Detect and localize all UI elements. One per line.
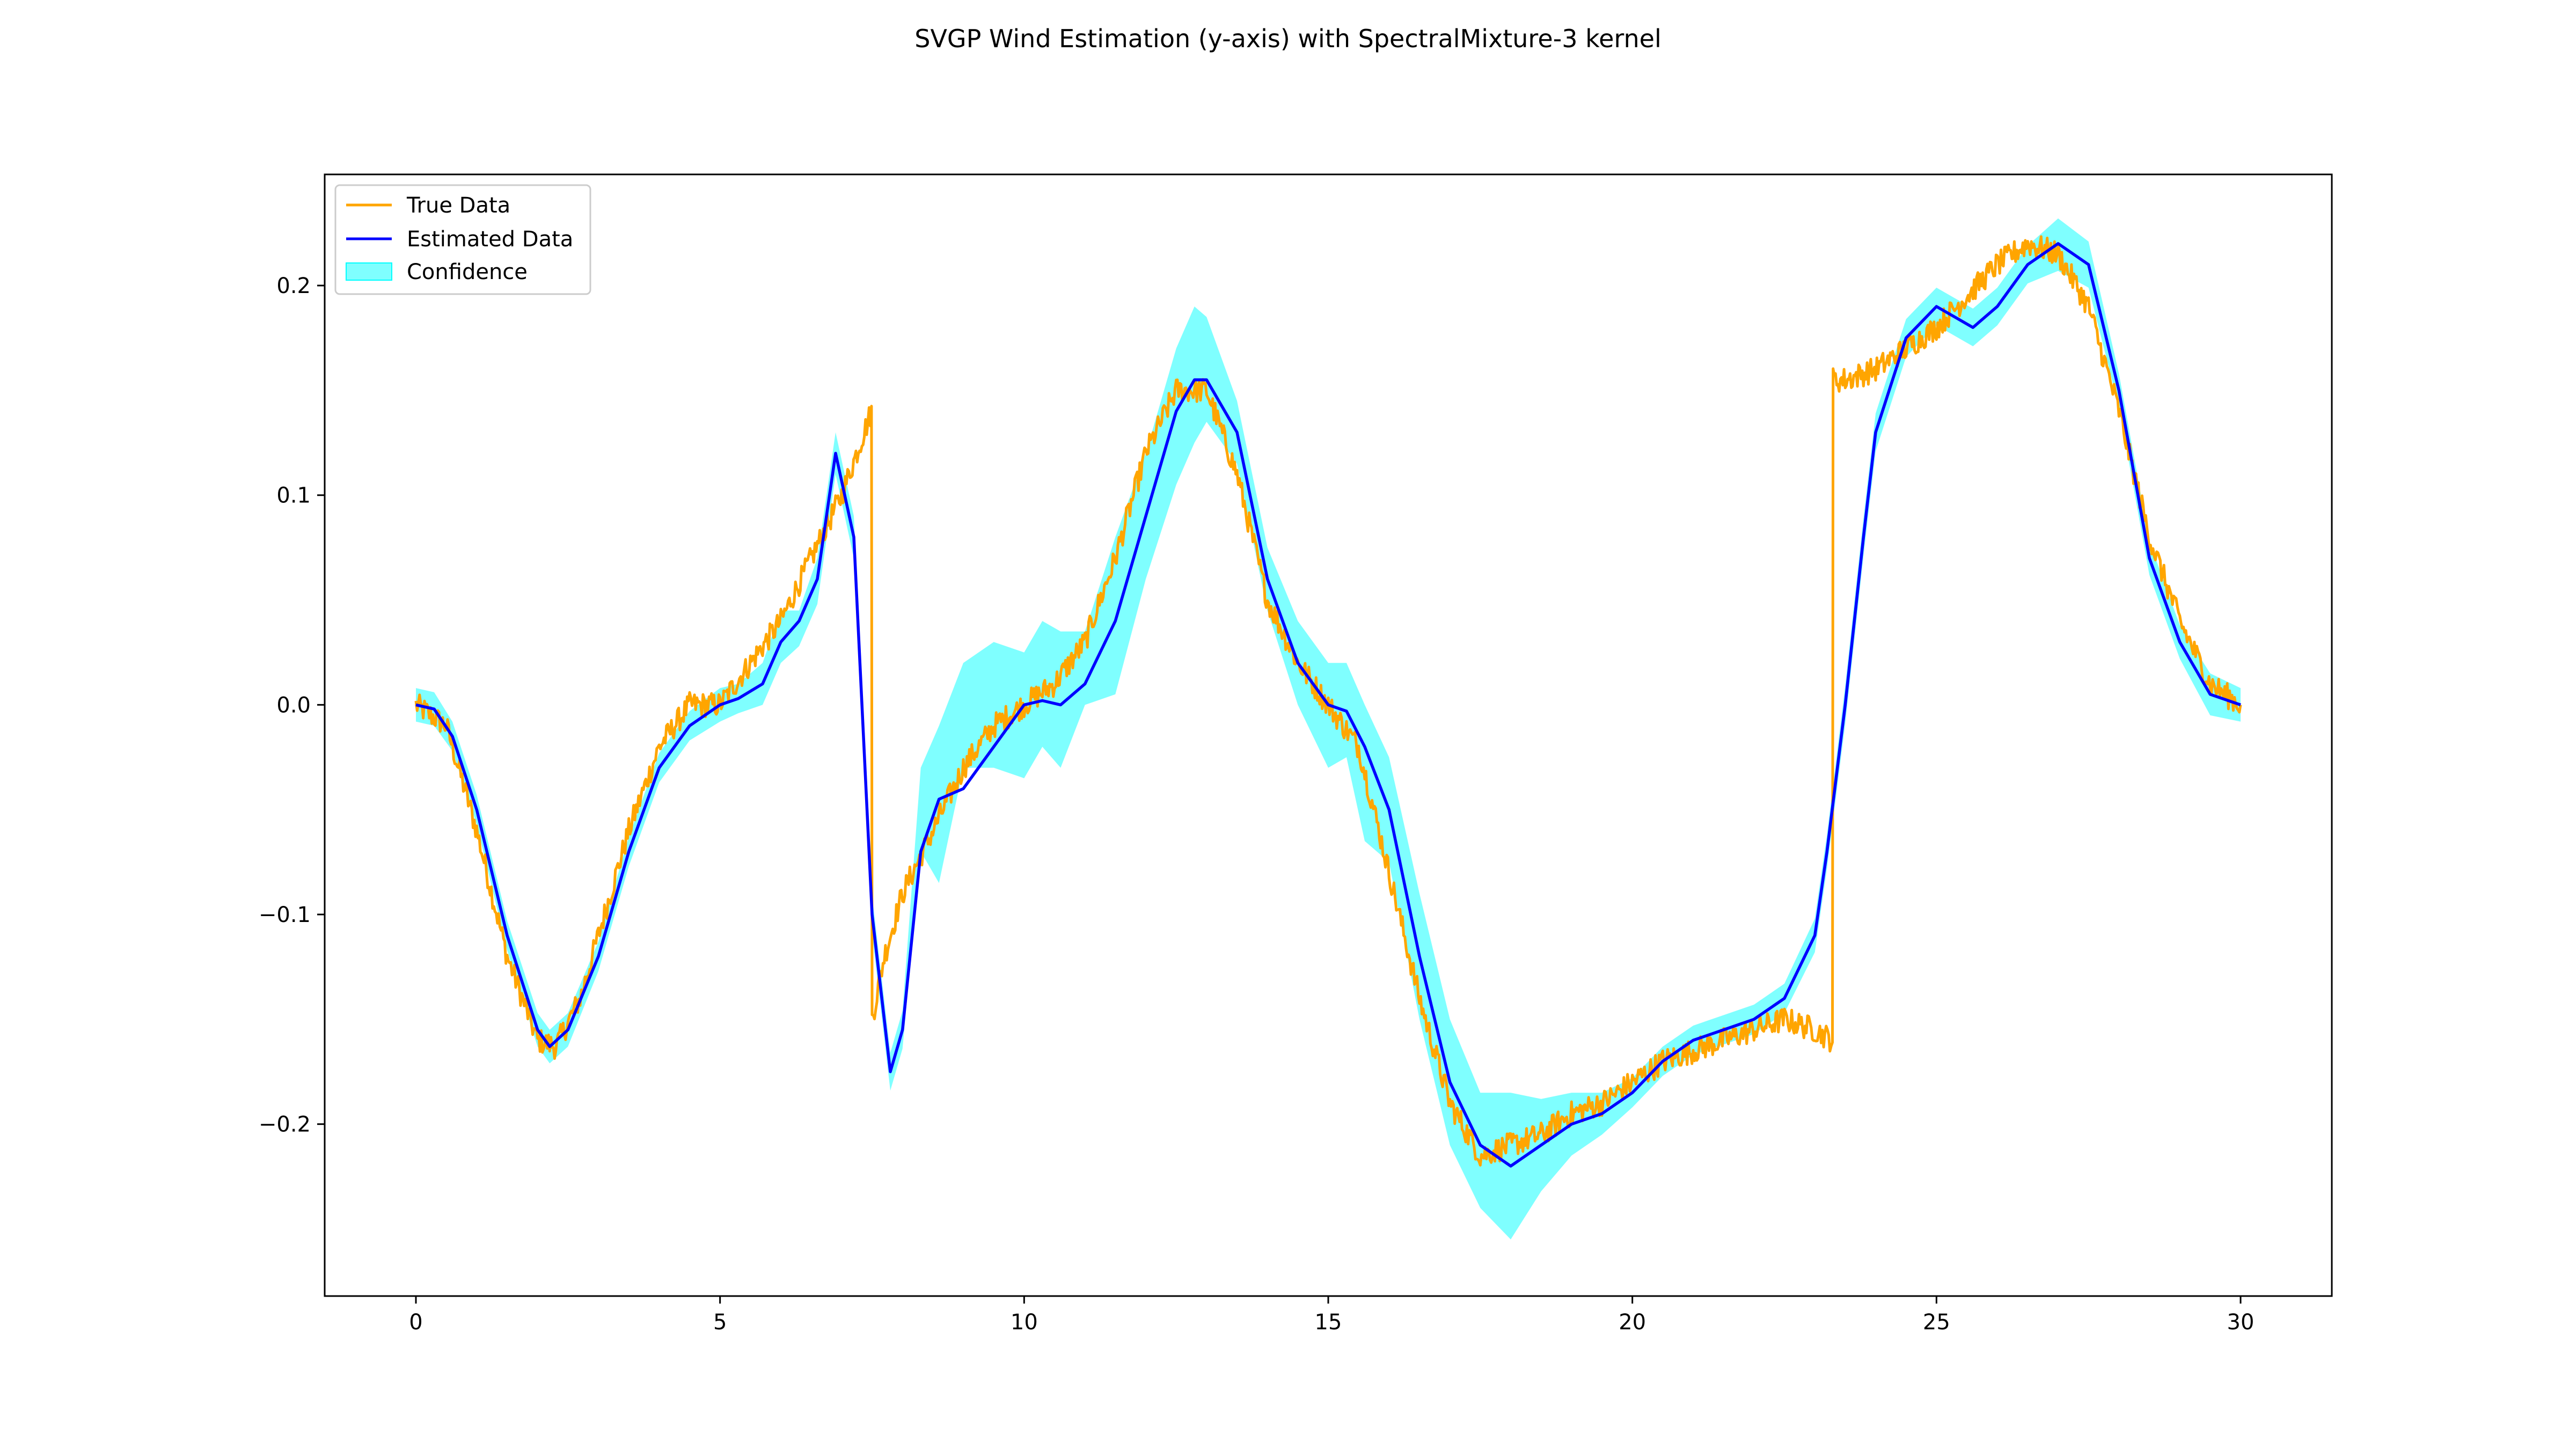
chart-title: SVGP Wind Estimation (y-axis) with Spect… bbox=[914, 24, 1662, 53]
x-tick-label: 0 bbox=[409, 1310, 422, 1335]
legend-box bbox=[334, 184, 591, 295]
legend-confidence-label: Confidence bbox=[407, 260, 528, 284]
legend-confidence-swatch bbox=[346, 262, 392, 281]
legend: True Data Estimated Data Confidence bbox=[334, 184, 591, 295]
x-tick-label: 30 bbox=[2227, 1310, 2255, 1335]
y-tick-label: −0.2 bbox=[259, 1113, 311, 1137]
series-true-data bbox=[414, 235, 2242, 1167]
x-tick-label: 20 bbox=[1619, 1310, 1646, 1335]
x-tick-label: 10 bbox=[1011, 1310, 1038, 1335]
plot-area bbox=[414, 218, 2242, 1240]
x-tick-label: 15 bbox=[1315, 1310, 1342, 1335]
x-tick-label: 25 bbox=[1923, 1310, 1950, 1335]
x-axis: 0 5 10 15 20 25 30 bbox=[409, 1296, 2254, 1335]
y-tick-label: −0.1 bbox=[259, 903, 311, 927]
legend-true-data-label: True Data bbox=[406, 193, 510, 218]
y-tick-label: 0.1 bbox=[276, 484, 311, 508]
y-tick-label: 0.2 bbox=[276, 274, 311, 298]
series-estimated-data bbox=[415, 242, 2241, 1168]
legend-estimated-data-label: Estimated Data bbox=[407, 227, 573, 252]
confidence-band bbox=[416, 218, 2241, 1240]
y-axis: −0.2 −0.1 0.0 0.1 0.2 bbox=[259, 274, 325, 1137]
y-tick-label: 0.0 bbox=[276, 693, 311, 718]
x-tick-label: 5 bbox=[713, 1310, 727, 1335]
